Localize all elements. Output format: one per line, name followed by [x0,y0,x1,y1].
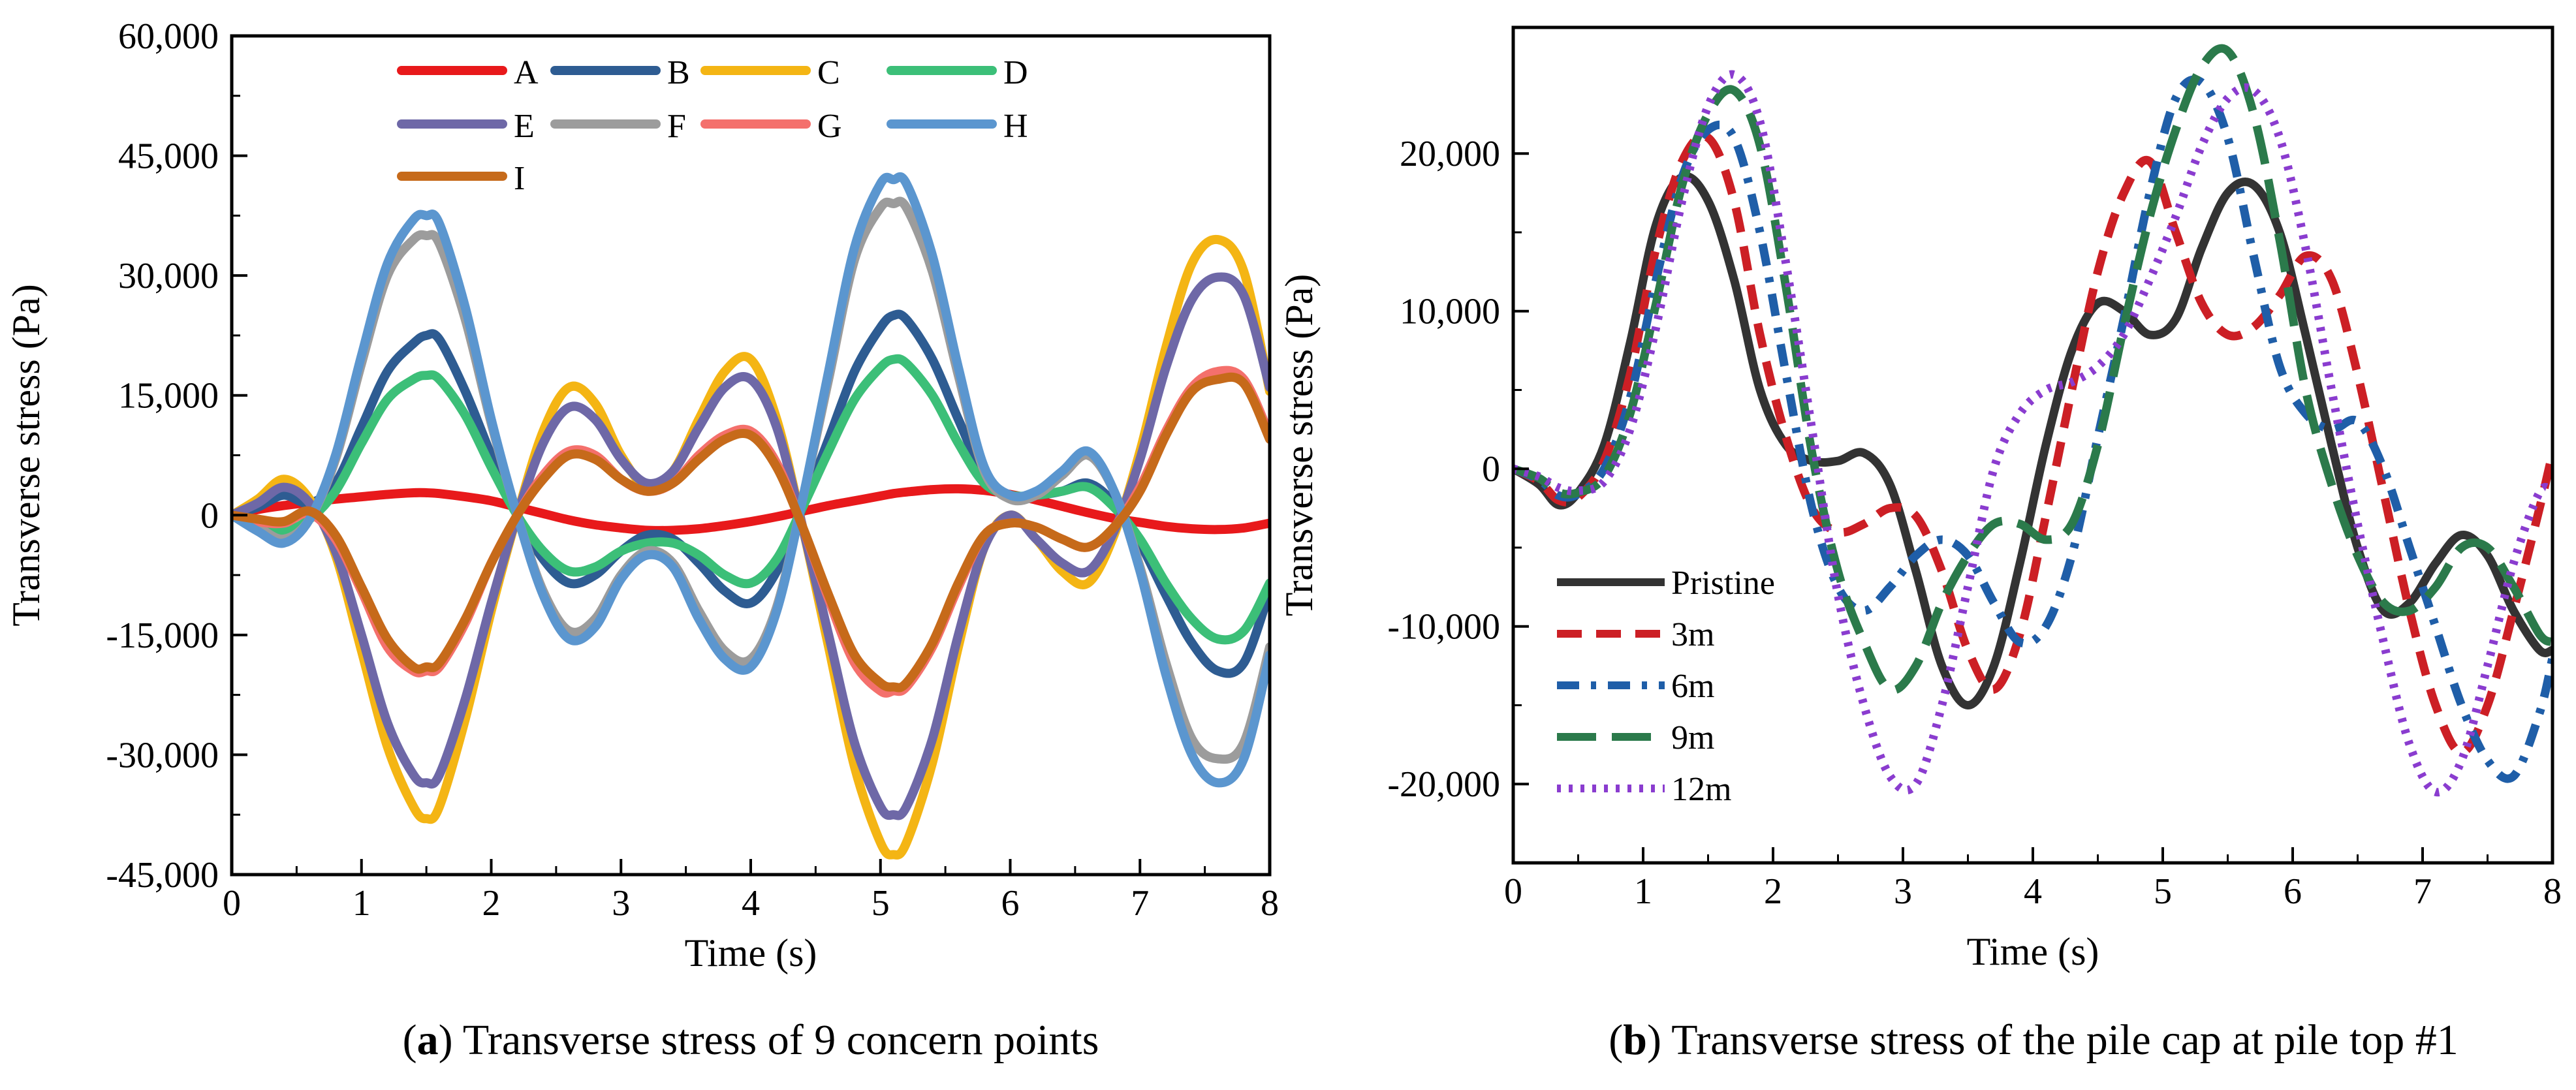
panel-a-y-tick-label: 45,000 [118,136,219,177]
panel-b-series-12m-line [1513,70,2552,797]
panel-a-legend-label-a: A [514,54,539,91]
panel-a-y-tick-label: -15,000 [106,615,219,656]
panel-b-plot-frame [1511,25,2554,865]
panel-b-legend-label-6m: 6m [1671,668,1714,705]
panel-b-legend-label-9m: 9m [1671,719,1714,756]
panel-b-x-axis-title: Time (s) [1967,930,2099,973]
panel-a-x-tick-label: 1 [353,883,371,924]
panel-b-y-tick-label: 0 [1482,449,1500,490]
panel-b-legend-label-12m: 12m [1671,771,1731,808]
panel-b-series-9m-line [1513,44,2552,694]
panel-a-x-tick-label: 0 [223,883,241,924]
panel-a-legend-label-g: G [817,108,842,145]
panel-a-legend-label-b: B [667,54,690,91]
panel-a-x-tick-label: 8 [1261,883,1279,924]
panel-b-caption: (b) Transverse stress of the pile cap at… [1609,1016,2458,1064]
panel-b-y-tick-label: 10,000 [1400,292,1500,332]
panel-a-legend-label-c: C [817,54,840,91]
panel-b-caption-text: ) Transverse stress of the pile cap at p… [1647,1016,2458,1064]
panel-a-series-e-line [232,272,1270,820]
panel-a-series-a-line [232,484,1270,535]
panel-b-chart: 0 1 2 3 4 5 6 7 8 -20,000 -10,000 0 10,000 20,000 Time… [1278,25,2562,1064]
panel-a-y-axis-title: Transverse stress (Pa) [5,284,48,626]
panel-a-y-tick-label: 0 [200,495,219,536]
panel-b-series-3m-line [1513,131,2552,757]
panel-b-x-tick-label: 2 [1764,871,1782,912]
panel-a-chart: 0 1 2 3 4 5 6 7 8 -45,000 -30,000 -15,000 0 15,000 30,… [5,16,1279,1064]
panel-b-y-tick-label: -10,000 [1387,607,1500,647]
panel-b-x-tick-label: 6 [2284,871,2302,912]
panel-a-legend: A B C D E F G H I [397,54,1028,197]
panel-a-y-tick-label: 15,000 [118,376,219,416]
panel-a-legend-label-d: D [1003,54,1028,91]
panel-a-caption-text: ) Transverse stress of 9 concern points [439,1016,1099,1064]
panel-a-x-tick-label: 2 [482,883,501,924]
panel-a-caption-letter: a [417,1016,439,1064]
panel-a-series-c-line [232,234,1270,860]
panel-b-legend-label-pristine: Pristine [1671,565,1775,602]
panel-a-x-tick-label: 3 [612,883,630,924]
panel-b-y-axis-title: Transverse stress (Pa) [1278,274,1321,616]
panel-a-caption-open: ( [403,1016,417,1064]
panel-a-x-tick-label: 4 [742,883,760,924]
panel-b-legend-label-3m: 3m [1671,616,1714,653]
panel-b-caption-letter: b [1623,1016,1647,1064]
panel-a-legend-label-e: E [514,108,535,145]
panel-b-caption-open: ( [1609,1016,1623,1064]
panel-b-x-tick-label: 1 [1634,871,1652,912]
panel-a-series-i-line [232,372,1270,693]
panel-a-legend-label-h: H [1003,108,1028,145]
panel-a-series-d-line [232,354,1270,645]
panel-a-caption: (a) Transverse stress of 9 concern point… [403,1016,1099,1064]
panel-a-legend-label-f: F [667,108,686,145]
panel-a-y-tick-label: -45,000 [106,855,219,895]
panel-a-y-tick-label: 30,000 [118,256,219,296]
panel-a-x-tick-label: 5 [872,883,890,924]
panel-b-x-tick-label: 0 [1504,871,1522,912]
panel-a-x-tick-label: 6 [1001,883,1020,924]
panel-b-x-tick-label: 7 [2413,871,2432,912]
panel-a-y-tick-label: 60,000 [118,16,219,57]
panel-b-y-tick-label: 20,000 [1400,134,1500,174]
panel-a-x-tick-label: 7 [1131,883,1149,924]
panel-b-y-tick-label: -20,000 [1387,764,1500,805]
panel-b-series-group [1513,44,2552,797]
panel-a-y-tick-label: -30,000 [106,735,219,775]
panel-b-x-tick-label: 4 [2024,871,2042,912]
panel-a-x-axis-title: Time (s) [685,931,817,974]
panel-a-legend-label-i: I [514,160,525,197]
panel-b-x-tick-label: 5 [2154,871,2172,912]
panel-b-x-tick-label: 8 [2543,871,2562,912]
panel-b-legend: Pristine 3m 6m 9m 12m [1557,565,1775,808]
panel-b-x-tick-label: 3 [1894,871,1912,912]
panel-a-series-h-line [232,172,1270,788]
panel-a-series-group [232,172,1270,860]
